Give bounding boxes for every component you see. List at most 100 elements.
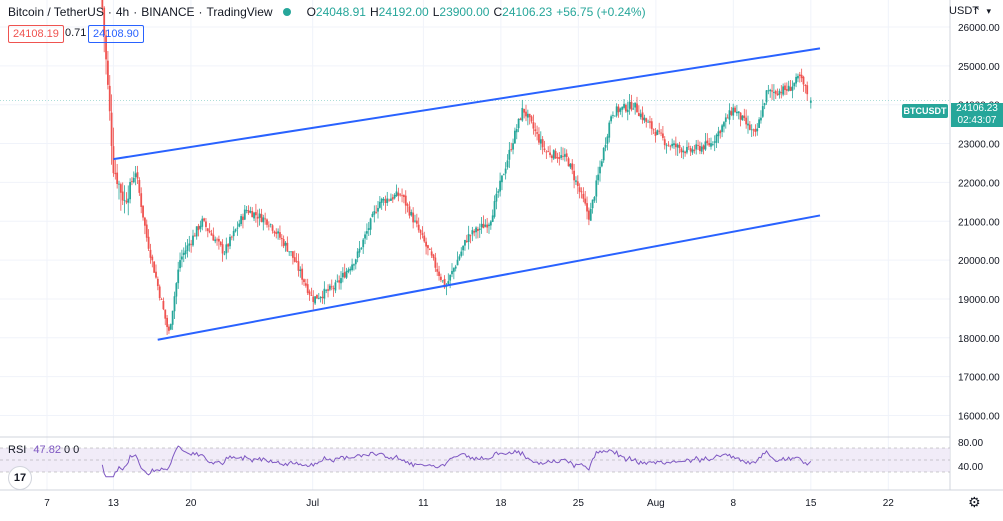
bar-countdown: 02:43:07: [957, 115, 997, 126]
candle-body: [676, 144, 679, 148]
candle-body: [765, 90, 768, 103]
interval-label[interactable]: 4h: [115, 5, 130, 19]
candle-body: [116, 172, 119, 185]
candle-body: [717, 131, 720, 137]
candle-body: [364, 234, 366, 239]
candle-body: [138, 179, 141, 193]
candle-body: [662, 133, 664, 138]
bid-price-box[interactable]: 24108.19: [8, 25, 64, 43]
candle-body: [514, 130, 516, 144]
symbol-legend: Bitcoin / TetherUS · 4h · BINANCE · Trad…: [8, 5, 646, 19]
candle-body: [388, 199, 390, 201]
candle-body: [393, 194, 396, 199]
candle-body: [166, 317, 168, 328]
chevron-down-icon[interactable]: ▾: [986, 6, 991, 16]
candle-body: [800, 74, 803, 79]
candle-body: [195, 226, 198, 237]
candle-body: [713, 141, 716, 143]
candle-body: [360, 247, 363, 249]
candle-body: [449, 274, 452, 281]
time-tick-label: 22: [883, 498, 895, 509]
time-tick-label: 7: [44, 498, 50, 509]
symbol-name[interactable]: Bitcoin / TetherUS: [8, 5, 104, 19]
candle-body: [545, 151, 548, 153]
candle-body: [626, 109, 629, 113]
candle-body: [475, 227, 477, 233]
candle-body: [715, 134, 718, 143]
rsi-label[interactable]: RSI: [8, 444, 27, 456]
candle-body: [395, 191, 398, 197]
candle-body: [286, 242, 289, 252]
candle-body: [525, 111, 527, 117]
ask-price-box[interactable]: 24108.90: [88, 25, 144, 43]
candle-body: [227, 244, 230, 247]
candle-body: [216, 239, 218, 241]
price-tick-label: 16000.00: [958, 412, 1000, 423]
candle-body: [526, 113, 529, 118]
candle-body: [689, 148, 692, 152]
candle-body: [489, 221, 492, 226]
candle-body: [504, 168, 507, 174]
candle-body: [101, 0, 104, 8]
candle-body: [578, 187, 581, 192]
candle-body: [612, 115, 614, 116]
candle-body: [242, 216, 244, 220]
candle-body: [643, 117, 646, 121]
candle-body: [534, 129, 537, 132]
candle-body: [417, 224, 420, 231]
time-tick-label: Jul: [306, 498, 319, 509]
candle-body: [386, 198, 389, 203]
candle-body: [169, 324, 172, 330]
candle-body: [299, 269, 302, 272]
candle-body: [623, 103, 625, 108]
candle-body: [158, 286, 161, 299]
candle-body: [452, 268, 455, 272]
candle-body: [491, 215, 494, 222]
candle-body: [255, 212, 257, 216]
candle-body: [785, 89, 788, 91]
symbol-price-tag: BTCUSDT: [902, 104, 948, 118]
candle-body: [784, 85, 786, 90]
candle-body: [588, 210, 590, 220]
candle-body: [112, 146, 115, 174]
last-price-value: 24106.23: [956, 103, 998, 114]
close-label: C: [493, 5, 503, 19]
candle-body: [752, 129, 755, 131]
candle-body: [443, 278, 446, 288]
candle-body: [600, 161, 603, 167]
candle-body: [427, 245, 429, 249]
candle-body: [131, 180, 133, 182]
candle-body: [615, 106, 618, 116]
candle-body: [168, 326, 170, 331]
candle-body: [582, 193, 585, 199]
candle-body: [721, 125, 723, 132]
candle-body: [617, 106, 620, 113]
candle-body: [619, 108, 622, 112]
time-tick-label: 20: [185, 498, 197, 509]
price-tick-label: 21000.00: [958, 217, 1000, 228]
candle-body: [719, 130, 722, 134]
candle-body: [212, 234, 215, 241]
candle-body: [538, 134, 540, 143]
candle-body: [512, 143, 514, 150]
candle-body: [797, 75, 799, 79]
rsi-tick-label: 40.00: [958, 462, 983, 473]
candle-body: [730, 111, 733, 115]
candle-body: [736, 111, 738, 114]
collapse-arrow-icon[interactable]: ⌃: [972, 6, 982, 18]
currency-selector[interactable]: USDT: [949, 5, 979, 17]
candle-body: [238, 223, 241, 227]
candle-body: [798, 74, 801, 77]
tradingview-logo-icon[interactable]: 17: [8, 466, 32, 490]
candle-body: [599, 166, 601, 174]
candle-body: [739, 112, 742, 120]
candle-body: [275, 232, 278, 234]
candle-body: [317, 298, 320, 299]
settings-gear-icon[interactable]: ⚙: [968, 494, 981, 510]
candle-body: [793, 82, 796, 87]
candle-body: [641, 112, 644, 120]
candle-body: [595, 180, 598, 197]
candle-body: [325, 290, 328, 291]
